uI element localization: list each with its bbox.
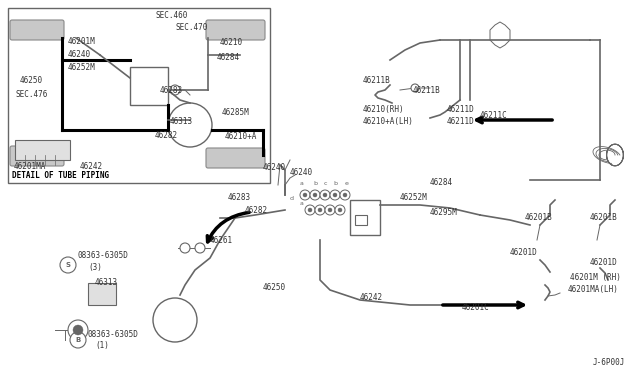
Text: b: b (313, 181, 317, 186)
Circle shape (303, 193, 307, 197)
Text: 46284: 46284 (217, 53, 240, 62)
Circle shape (315, 205, 325, 215)
Circle shape (343, 193, 347, 197)
Circle shape (70, 332, 86, 348)
Text: a: a (300, 201, 304, 206)
Text: 08363-6305D: 08363-6305D (88, 330, 139, 339)
Circle shape (333, 193, 337, 197)
Circle shape (180, 243, 190, 253)
Text: 46201C: 46201C (462, 303, 490, 312)
Polygon shape (490, 22, 510, 48)
Text: SEC.476: SEC.476 (15, 90, 47, 99)
Text: 08363-6305D: 08363-6305D (78, 251, 129, 260)
Text: 46242: 46242 (360, 293, 383, 302)
Circle shape (73, 325, 83, 335)
Circle shape (305, 205, 315, 215)
Circle shape (300, 190, 310, 200)
Circle shape (60, 257, 76, 273)
Text: 46211C: 46211C (480, 111, 508, 120)
Text: 46201M: 46201M (68, 37, 96, 46)
Text: 46283: 46283 (228, 193, 251, 202)
Text: 46250: 46250 (263, 283, 286, 292)
Bar (355, 215, 367, 225)
Bar (8, 8, 270, 183)
Text: 46252M: 46252M (68, 63, 96, 72)
Text: 46240: 46240 (263, 163, 286, 172)
FancyBboxPatch shape (206, 148, 265, 168)
Text: 46201MA: 46201MA (14, 162, 46, 171)
Circle shape (153, 298, 197, 342)
Circle shape (320, 190, 330, 200)
Circle shape (168, 103, 212, 147)
Text: b: b (333, 181, 337, 186)
Circle shape (335, 205, 345, 215)
FancyBboxPatch shape (10, 20, 64, 40)
Text: e: e (345, 181, 349, 186)
Text: 46250: 46250 (20, 76, 43, 85)
Text: 46282: 46282 (155, 131, 178, 140)
FancyBboxPatch shape (10, 146, 64, 166)
Text: (3): (3) (88, 263, 102, 272)
Text: 46313: 46313 (95, 278, 118, 287)
Text: 46210+A(LH): 46210+A(LH) (363, 117, 414, 126)
Bar (350, 200, 380, 235)
Circle shape (170, 85, 180, 95)
Text: 46313: 46313 (170, 117, 193, 126)
Circle shape (325, 205, 335, 215)
Circle shape (308, 208, 312, 212)
Text: J-6P00J: J-6P00J (593, 358, 625, 367)
Text: 46201B: 46201B (590, 213, 618, 222)
Text: S: S (65, 262, 70, 268)
Text: 46201B: 46201B (525, 213, 553, 222)
Text: 46210: 46210 (220, 38, 243, 47)
Text: 46285M: 46285M (222, 108, 250, 117)
Text: 46240: 46240 (290, 168, 313, 177)
FancyBboxPatch shape (206, 20, 265, 40)
Circle shape (338, 208, 342, 212)
Text: c: c (323, 181, 327, 186)
Text: SEC.460: SEC.460 (155, 11, 188, 20)
Text: 46261: 46261 (210, 236, 233, 245)
Text: DETAIL OF TUBE PIPING: DETAIL OF TUBE PIPING (12, 171, 109, 180)
Text: 46211D: 46211D (447, 117, 475, 126)
Text: SEC.470: SEC.470 (175, 23, 207, 32)
Circle shape (323, 193, 327, 197)
Text: 46211B: 46211B (413, 86, 441, 95)
Text: 46210+A: 46210+A (225, 132, 257, 141)
Text: 46201MA(LH): 46201MA(LH) (568, 285, 619, 294)
Text: 46201M (RH): 46201M (RH) (570, 273, 621, 282)
Text: d: d (290, 196, 294, 201)
Text: 46283: 46283 (160, 86, 183, 95)
Circle shape (330, 190, 340, 200)
Circle shape (340, 190, 350, 200)
Text: B: B (76, 337, 81, 343)
Circle shape (195, 243, 205, 253)
Text: 46284: 46284 (430, 178, 453, 187)
Text: 46210(RH): 46210(RH) (363, 105, 404, 114)
Bar (15, 140, 70, 160)
Circle shape (318, 208, 322, 212)
Text: 46211B: 46211B (363, 76, 391, 85)
Circle shape (310, 190, 320, 200)
Circle shape (313, 193, 317, 197)
Text: 46282: 46282 (245, 206, 268, 215)
Text: 46201D: 46201D (590, 258, 618, 267)
Text: 46295M: 46295M (430, 208, 458, 217)
Text: a: a (300, 181, 304, 186)
Text: 46211D: 46211D (447, 105, 475, 114)
Text: 46242: 46242 (80, 162, 103, 171)
Circle shape (411, 84, 419, 92)
Bar (88, 283, 116, 305)
Text: 46201D: 46201D (510, 248, 538, 257)
Bar (130, 67, 168, 105)
Text: (1): (1) (95, 341, 109, 350)
Text: 46252M: 46252M (400, 193, 428, 202)
Circle shape (328, 208, 332, 212)
Text: 46240: 46240 (68, 50, 91, 59)
Circle shape (68, 320, 88, 340)
